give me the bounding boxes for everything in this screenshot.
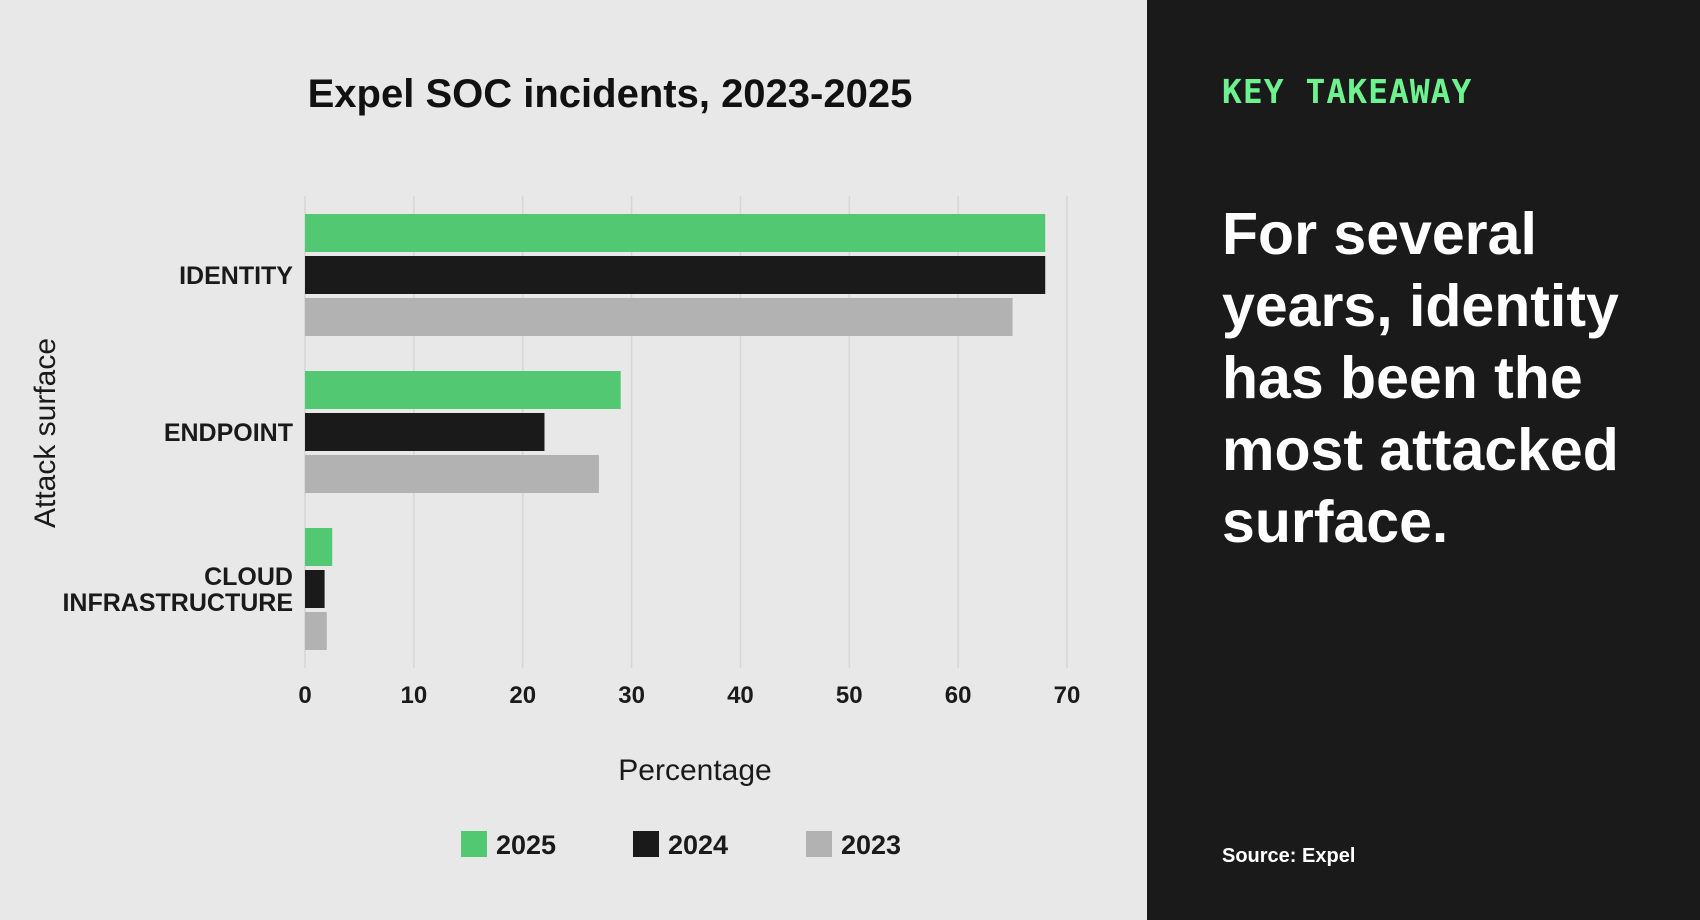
category-label: CLOUD <box>204 563 293 591</box>
category-label: ENDPOINT <box>164 419 293 447</box>
bar-2023 <box>305 298 1013 336</box>
legend-label: 2023 <box>841 830 901 860</box>
takeaway-panel: KEY TAKEAWAY For several years, identity… <box>1147 0 1700 920</box>
key-takeaway-label: KEY TAKEAWAY <box>1222 72 1473 111</box>
x-tick-label: 10 <box>401 682 428 709</box>
chart-title: Expel SOC incidents, 2023-2025 <box>308 72 913 116</box>
legend-swatch <box>633 831 659 857</box>
bar-2023 <box>305 612 327 650</box>
source-text: Source: Expel <box>1222 845 1356 867</box>
legend-swatch <box>806 831 832 857</box>
x-tick-label: 40 <box>727 682 754 709</box>
x-tick-label: 20 <box>509 682 536 709</box>
bar-2023 <box>305 455 599 493</box>
y-axis-title: Attack surface <box>29 338 62 528</box>
bars <box>305 214 1046 650</box>
bar-2024 <box>305 570 325 608</box>
x-tick-label: 60 <box>945 682 972 709</box>
legend-label: 2025 <box>496 830 556 860</box>
bar-2025 <box>305 371 621 409</box>
bar-2025 <box>305 214 1046 252</box>
bar-2024 <box>305 413 545 451</box>
legend-label: 2024 <box>668 830 728 860</box>
legend: 2025 2024 2023 <box>461 830 901 860</box>
bar-2025 <box>305 528 333 566</box>
chart-panel: Expel SOC incidents, 2023-2025 IDENTITY E… <box>0 0 1147 920</box>
legend-swatch <box>461 831 487 857</box>
x-tick-labels: 0 10 20 30 40 50 60 70 <box>298 682 1080 709</box>
x-axis-title: Percentage <box>618 754 771 787</box>
x-tick-label: 0 <box>298 682 311 709</box>
x-tick-label: 30 <box>618 682 645 709</box>
x-tick-label: 50 <box>836 682 863 709</box>
x-tick-label: 70 <box>1054 682 1081 709</box>
bar-chart: Expel SOC incidents, 2023-2025 IDENTITY E… <box>29 72 1080 860</box>
category-label: INFRASTRUCTURE <box>62 589 293 617</box>
key-takeaway-text: For several years, identity has been the… <box>1222 201 1619 555</box>
bar-2024 <box>305 256 1046 294</box>
category-label: IDENTITY <box>179 262 293 290</box>
